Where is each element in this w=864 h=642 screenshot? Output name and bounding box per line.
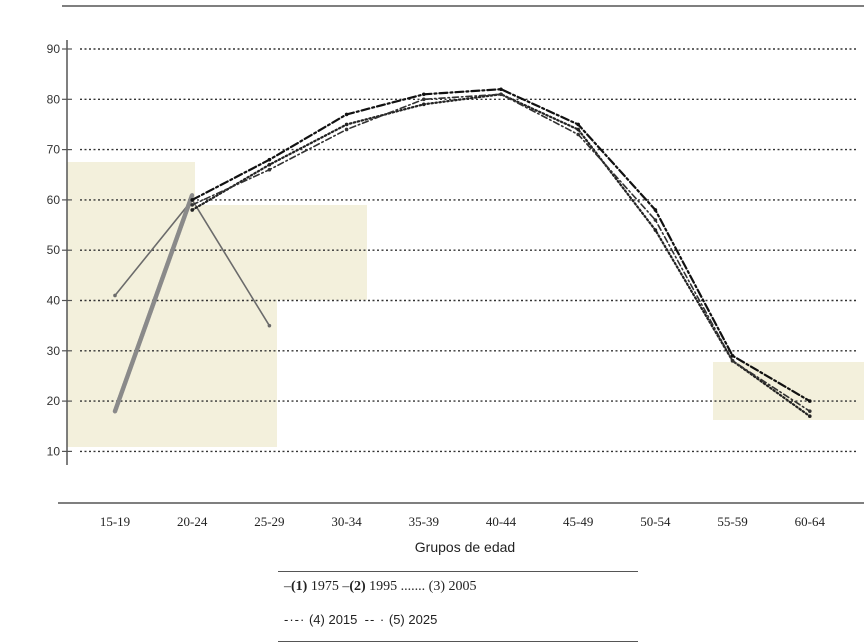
series-point-1975-25-29 [267, 323, 272, 328]
gridlines [62, 48, 858, 453]
series-point-2005-25-29 [267, 162, 272, 167]
series-point-2015-20-24 [190, 203, 194, 207]
y-tick-label-50: 50 [47, 243, 61, 257]
legend-symbol-2025: -- · [364, 612, 386, 627]
legend-marker-1995: (2) [349, 579, 366, 594]
series-point-2015-35-39 [422, 97, 426, 102]
shade-band-2 [195, 205, 277, 447]
series-point-2005-20-24 [190, 208, 194, 212]
x-tick-label-25-29: 25-29 [254, 514, 284, 529]
legend-row-1: –(1) 1975 –(2) 1995 ....... (3) 2005 [284, 579, 476, 595]
series-point-2015-55-59 [730, 359, 735, 363]
shade-band-4 [713, 362, 864, 420]
y-tick-label-20: 20 [47, 394, 61, 408]
shaded-regions [67, 162, 864, 447]
series-point-2025-55-59 [730, 354, 735, 358]
legend-label-2015: 2015 [328, 612, 358, 627]
series-point-2005-50-54 [653, 228, 658, 232]
y-tick-label-80: 80 [47, 92, 61, 106]
y-tick-labels: 90 80 70 60 50 40 30 20 10 [47, 42, 61, 458]
series-point-2025-30-34 [344, 112, 349, 117]
series-point-2015-30-34 [344, 127, 349, 132]
x-tick-label-15-19: 15-19 [100, 514, 130, 529]
legend-label-2005: 2005 [448, 579, 477, 594]
legend-symbol-2015: -·-· [284, 612, 306, 627]
series-line-2015 [191, 93, 811, 412]
series-lines [112, 87, 812, 418]
series-line-1995 [112, 192, 195, 414]
series-point-2015-25-29 [267, 167, 272, 172]
x-tick-label-35-39: 35-39 [409, 514, 439, 529]
x-tick-labels: 15-19 20-24 25-29 30-34 35-39 40-44 45-49 50-54… [100, 514, 826, 529]
series-point-1995-20-24 [190, 193, 194, 197]
legend-label-2025: 2025 [408, 612, 438, 627]
legend-marker-2005: (3) [428, 579, 445, 594]
legend-marker-2015: (4) [308, 612, 325, 627]
series-point-2025-20-24 [190, 198, 194, 202]
y-tick-label-40: 40 [47, 294, 61, 308]
series-point-2025-45-49 [576, 122, 580, 127]
x-tick-label-45-49: 45-49 [563, 514, 593, 529]
legend-marker-1975: (1) [291, 579, 308, 594]
series-point-2015-60-64 [808, 409, 812, 413]
series-point-2005-35-39 [422, 102, 426, 107]
legend-marker-2025: (5) [388, 612, 405, 627]
legend: –(1) 1975 –(2) 1995 ....... (3) 2005 -·-… [278, 571, 638, 642]
series-point-2025-60-64 [808, 399, 812, 403]
series-point-2015-50-54 [653, 218, 658, 222]
y-tick-label-90: 90 [47, 42, 61, 56]
legend-label-1975: 1975 [310, 579, 339, 594]
x-tick-label-40-44: 40-44 [486, 514, 517, 529]
series-point-2005-45-49 [576, 127, 580, 132]
series-point-2025-40-44 [499, 87, 503, 92]
x-tick-label-55-59: 55-59 [717, 514, 747, 529]
legend-symbol-2005: ....... [400, 579, 426, 594]
series-point-2015-45-49 [576, 132, 580, 137]
x-tick-label-50-54: 50-54 [640, 514, 671, 529]
series-point-2005-60-64 [808, 414, 812, 418]
series-point-2015-40-44 [499, 92, 503, 97]
x-axis-label: Grupos de edad [415, 539, 515, 555]
series-point-2025-25-29 [267, 157, 272, 162]
x-tick-label-20-24: 20-24 [177, 514, 208, 529]
legend-label-1995: 1995 [369, 579, 398, 594]
shade-band-3 [277, 205, 367, 300]
series-point-2025-35-39 [422, 92, 426, 97]
shade-band-1 [67, 162, 195, 447]
y-tick-label-10: 10 [47, 444, 61, 458]
x-tick-label-30-34: 30-34 [331, 514, 362, 529]
legend-row-2: -·-· (4) 2015 -- · (5) 2025 [284, 612, 437, 627]
series-point-2005-30-34 [344, 122, 349, 127]
legend-symbol-1995: – [342, 579, 350, 594]
series-point-1975-15-19 [113, 293, 117, 298]
series-point-1995-15-19 [113, 409, 117, 413]
series-point-2025-50-54 [653, 208, 658, 212]
y-tick-label-30: 30 [47, 344, 61, 358]
y-tick-label-70: 70 [47, 143, 61, 157]
y-tick-label-60: 60 [47, 193, 61, 207]
x-tick-label-60-64: 60-64 [795, 514, 826, 529]
legend-symbol-1975: – [284, 579, 291, 594]
